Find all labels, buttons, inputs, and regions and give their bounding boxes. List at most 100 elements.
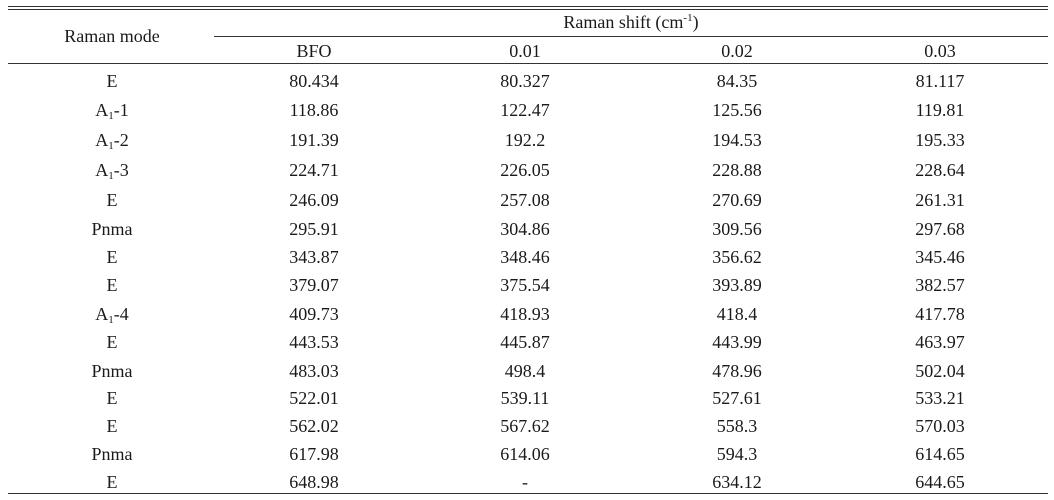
raman-mode-cell: E (0, 472, 224, 492)
table-cell: 125.56 (712, 100, 762, 120)
raman-mode-cell: Pnma (0, 219, 224, 239)
table-cell: 445.87 (500, 332, 550, 352)
table-cell: 617.98 (289, 444, 339, 464)
table-cell: 194.53 (712, 130, 762, 150)
raman-mode-subscript: 1 (108, 110, 114, 122)
table-cell: 567.62 (500, 416, 550, 436)
table-cell: 527.61 (712, 388, 762, 408)
table-cell: 614.06 (500, 444, 550, 464)
table-cell: 463.97 (915, 332, 965, 352)
header-bottom-rule (8, 63, 1048, 64)
table-cell: 634.12 (712, 472, 762, 492)
raman-mode-cell: E (0, 332, 224, 352)
table-cell: 379.07 (289, 275, 339, 295)
table-cell: 304.86 (500, 219, 550, 239)
raman-mode-cell: E (0, 275, 224, 295)
raman-mode-suffix: -1 (113, 100, 129, 120)
table-cell: 478.96 (712, 361, 762, 381)
table-cell: 443.53 (289, 332, 339, 352)
raman-mode-main: Pnma (91, 444, 133, 464)
table-cell: 228.88 (712, 160, 762, 180)
table-top-rule (8, 6, 1048, 7)
raman-mode-main: E (106, 71, 118, 91)
table-cell: 522.01 (289, 388, 339, 408)
table-cell: 570.03 (915, 416, 965, 436)
raman-mode-suffix: -4 (113, 304, 129, 324)
raman-mode-cell: A1-2 (0, 130, 224, 152)
table-cell: 393.89 (712, 275, 762, 295)
table-cell: 348.46 (500, 247, 550, 267)
raman-mode-suffix: -2 (113, 130, 129, 150)
table-cell: 644.65 (915, 472, 965, 492)
raman-mode-main: E (106, 275, 118, 295)
table-cell: 309.56 (712, 219, 762, 239)
table-cell: 81.117 (915, 71, 965, 91)
row-header-label: Raman mode (64, 26, 160, 46)
group-header: Raman shift (cm-1) (214, 12, 1048, 32)
table-cell: 295.91 (289, 219, 339, 239)
raman-mode-cell: A1-1 (0, 100, 224, 122)
table-cell: 246.09 (289, 190, 339, 210)
table-cell: 270.69 (712, 190, 762, 210)
table-cell: 648.98 (289, 472, 339, 492)
raman-mode-cell: Pnma (0, 444, 224, 464)
table-cell: 191.39 (289, 130, 339, 150)
table-cell: 533.21 (915, 388, 965, 408)
group-header-close: ) (692, 12, 699, 32)
raman-mode-cell: E (0, 71, 224, 91)
table-cell: 261.31 (915, 190, 965, 210)
table-cell: 122.47 (500, 100, 550, 120)
table-cell: 382.57 (915, 275, 965, 295)
raman-mode-main: Pnma (91, 219, 133, 239)
table-top-rule-double (8, 9, 1048, 10)
table-cell: 80.327 (500, 71, 550, 91)
table-cell: 343.87 (289, 247, 339, 267)
table-cell: 558.3 (716, 416, 758, 436)
table-cell: 483.03 (289, 361, 339, 381)
raman-mode-cell: Pnma (0, 361, 224, 381)
column-header-0.01: 0.01 (509, 41, 541, 61)
raman-mode-subscript: 1 (108, 170, 114, 182)
raman-mode-main: E (106, 472, 118, 492)
table-cell: 119.81 (915, 100, 965, 120)
raman-mode-main: E (106, 247, 118, 267)
raman-mode-main: E (106, 332, 118, 352)
raman-mode-main: E (106, 190, 118, 210)
table-cell: 297.68 (915, 219, 965, 239)
table-cell: 418.4 (716, 304, 758, 324)
raman-mode-main: A (95, 304, 109, 324)
raman-mode-main: A (95, 160, 109, 180)
column-header-bfo: BFO (296, 41, 332, 61)
table-cell: 345.46 (915, 247, 965, 267)
table-cell: 594.3 (716, 444, 758, 464)
table-cell: 562.02 (289, 416, 339, 436)
table-cell: 417.78 (915, 304, 965, 324)
raman-mode-suffix: -3 (113, 160, 129, 180)
table-cell: 257.08 (500, 190, 550, 210)
group-header-sup: -1 (683, 12, 693, 24)
table-cell: 84.35 (716, 71, 758, 91)
raman-mode-cell: E (0, 190, 224, 210)
raman-mode-subscript: 1 (108, 314, 114, 326)
raman-mode-cell: A1-4 (0, 304, 224, 326)
raman-mode-main: E (106, 416, 118, 436)
group-header-rule (214, 36, 1048, 37)
table-cell: 118.86 (289, 100, 339, 120)
table-cell: 498.4 (504, 361, 546, 381)
raman-mode-cell: E (0, 388, 224, 408)
column-header-0.02: 0.02 (721, 41, 753, 61)
table-cell: 539.11 (500, 388, 550, 408)
raman-mode-cell: A1-3 (0, 160, 224, 182)
group-header-main: Raman shift (cm (563, 12, 684, 32)
table-cell: 80.434 (289, 71, 339, 91)
table-bottom-rule (8, 493, 1048, 494)
raman-mode-main: A (95, 130, 109, 150)
raman-mode-cell: E (0, 247, 224, 267)
table-cell: - (522, 472, 528, 492)
table-cell: 375.54 (500, 275, 550, 295)
table-cell: 192.2 (504, 130, 546, 150)
raman-mode-subscript: 1 (108, 140, 114, 152)
raman-mode-main: A (95, 100, 109, 120)
table-cell: 418.93 (500, 304, 550, 324)
column-header-0.03: 0.03 (924, 41, 956, 61)
